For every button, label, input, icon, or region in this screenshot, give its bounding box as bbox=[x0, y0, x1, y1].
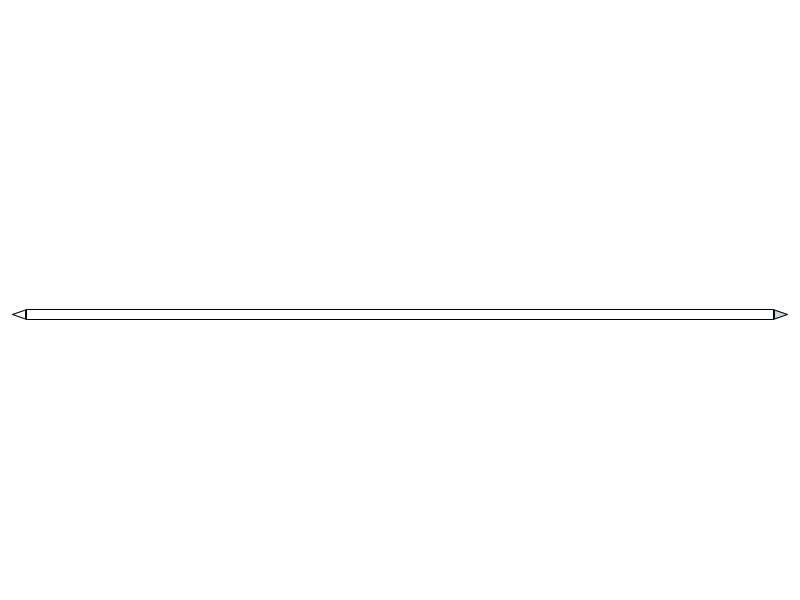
colorbar-cells bbox=[26, 309, 774, 320]
cape-colorbar bbox=[12, 296, 788, 320]
colorbar-right-arrow-icon bbox=[774, 309, 788, 320]
colorbar-tick-labels bbox=[12, 296, 788, 307]
colorbar-left-arrow-icon bbox=[12, 309, 26, 320]
colorbar-bar bbox=[12, 309, 788, 320]
